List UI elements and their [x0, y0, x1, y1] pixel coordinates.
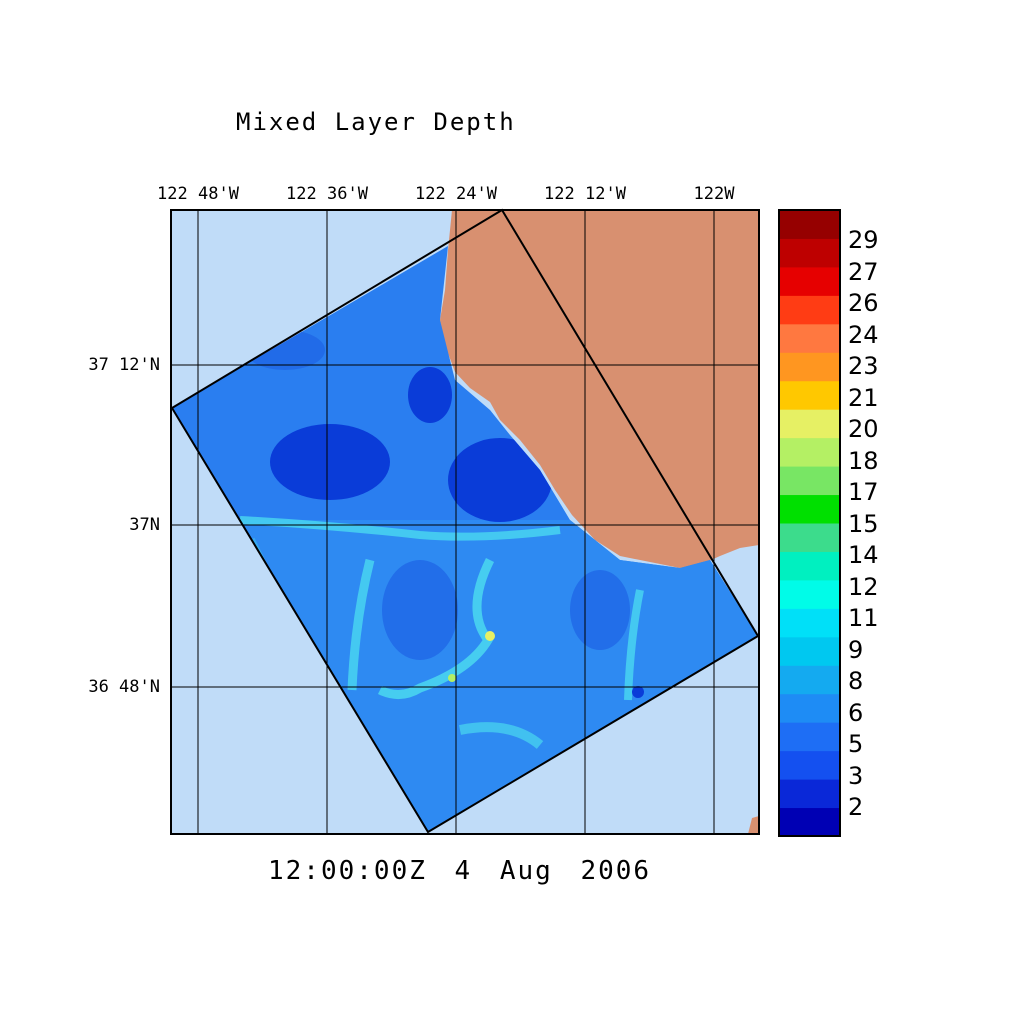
colorbar-swatch — [779, 750, 840, 780]
colorbar-swatch — [779, 466, 840, 496]
colorbar-label: 3 — [848, 761, 864, 790]
colorbar-swatch — [779, 779, 840, 809]
lon-label-4: 122 12'W — [544, 184, 626, 204]
colorbar-swatch — [779, 409, 840, 439]
colorbar-label: 18 — [848, 446, 879, 475]
colorbar-label: 29 — [848, 226, 879, 254]
colorbar — [778, 209, 841, 837]
colorbar-label: 27 — [848, 257, 879, 286]
colorbar-swatch — [779, 807, 840, 837]
colorbar-label: 8 — [848, 667, 864, 695]
colorbar-label: 26 — [848, 289, 879, 317]
colorbar-label: 17 — [848, 478, 879, 506]
colorbar-label: 24 — [848, 320, 879, 349]
colorbar-swatch — [779, 494, 840, 524]
colorbar-swatch — [779, 210, 840, 239]
lon-label-3: 122 24'W — [415, 184, 497, 204]
colorbar-swatch — [779, 579, 840, 609]
graticule — [171, 210, 759, 834]
colorbar-swatch — [779, 665, 840, 695]
colorbar-swatch — [779, 523, 840, 552]
colorbar-swatch — [779, 551, 840, 581]
colorbar-label: 12 — [848, 572, 879, 601]
colorbar-swatch — [779, 266, 840, 296]
land-fragment — [748, 816, 759, 834]
colorbar-label: 21 — [848, 383, 879, 412]
land-mass — [440, 210, 759, 568]
colorbar-label: 20 — [848, 415, 879, 443]
lon-label-1: 122 48'W — [157, 184, 239, 204]
deep-patch-2 — [448, 438, 552, 522]
colorbar-swatch — [779, 693, 840, 723]
colorbar-label: 14 — [848, 541, 879, 569]
map-title: Mixed Layer Depth — [236, 108, 516, 136]
map-frame — [170, 209, 760, 835]
colorbar-swatch — [779, 608, 840, 638]
colorbar-swatch — [779, 636, 840, 666]
colorbar-swatch — [779, 323, 840, 353]
colorbar-swatch — [779, 437, 840, 467]
colorbar-label: 23 — [848, 352, 879, 380]
colorbar-label: 2 — [848, 793, 864, 821]
colorbar-label: 15 — [848, 509, 879, 538]
colorbar-swatch — [779, 352, 840, 382]
timestamp: 12:00:00Z 4 Aug 2006 — [268, 856, 652, 886]
deep-patch-1 — [270, 424, 390, 500]
lon-label-2: 122 36'W — [286, 184, 368, 204]
lat-label-2: 37N — [129, 515, 160, 535]
lat-label-3: 36 48'N — [88, 677, 160, 697]
colorbar-label: 5 — [848, 730, 864, 758]
colorbar-swatch — [779, 238, 840, 268]
colorbar-swatch — [779, 295, 840, 325]
colorbar-label: 6 — [848, 698, 864, 727]
lat-label-1: 37 12'N — [88, 355, 160, 375]
lon-label-5: 122W — [693, 184, 735, 204]
colorbar-label: 11 — [848, 604, 879, 632]
colorbar-swatch — [779, 722, 840, 752]
colorbar-frame — [778, 209, 841, 837]
colorbar-label: 9 — [848, 635, 864, 664]
colorbar-swatch — [779, 380, 840, 410]
